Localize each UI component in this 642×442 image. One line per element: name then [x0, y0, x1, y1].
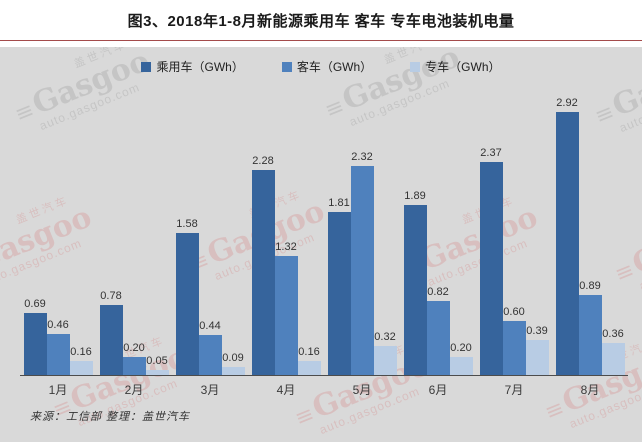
bar-group-1月: 0.69 0.46 0.16: [20, 87, 96, 375]
bar-series2-2月: 0.20: [122, 342, 146, 375]
source-note: 来源：工信部 整理：盖世汽车: [30, 411, 191, 423]
axis-label-2月: 2月: [124, 383, 144, 397]
page-title: 图3、2018年1-8月新能源乘用车 客车 专车电池装机电量: [127, 12, 515, 30]
month-axis: 1月 2月 3月 4月 5月 6月 7月 8月: [20, 381, 628, 398]
bar-series3-8月: 0.36: [601, 328, 625, 375]
bar-value-label: 1.32: [275, 241, 297, 253]
bar-series3-3月: 0.09: [221, 352, 245, 375]
bar-group-6月: 1.89 0.82 0.20: [400, 87, 476, 375]
bar-series1-8月: 2.92: [555, 97, 579, 375]
bar-value-label: 0.16: [298, 346, 320, 358]
bar-series3-5月: 0.32: [373, 331, 397, 375]
bar-series2-5月: 2.32: [350, 151, 374, 375]
bar-group-4月: 2.28 1.32 0.16: [248, 87, 324, 375]
bar-value-label: 2.32: [351, 151, 373, 163]
bar-series1-1月: 0.69: [23, 298, 47, 375]
bar-value-label: 0.60: [503, 306, 525, 318]
bar-group-2月: 0.78 0.20 0.05: [96, 87, 172, 375]
bar-series3-4月: 0.16: [297, 346, 321, 375]
bar-value-label: 0.32: [374, 331, 396, 343]
bar-value-label: 0.36: [602, 328, 624, 340]
bar-value-label: 2.37: [480, 147, 502, 159]
legend-item-1: 乘用车（GWh）: [141, 58, 244, 75]
bar-value-label: 2.92: [556, 97, 578, 109]
axis-label-1月: 1月: [48, 383, 68, 397]
bar-series1-7月: 2.37: [479, 147, 503, 375]
bar-value-label: 0.82: [427, 286, 449, 298]
bar-value-label: 0.16: [70, 346, 92, 358]
bar-value-label: 0.05: [146, 355, 168, 367]
chart-title-bar: 图3、2018年1-8月新能源乘用车 客车 专车电池装机电量: [0, 0, 642, 41]
bar-value-label: 1.58: [176, 218, 198, 230]
bar-value-label: 0.44: [199, 320, 221, 332]
bar-value-label: 0.20: [123, 342, 145, 354]
legend-label: 乘用车（GWh）: [156, 60, 244, 74]
bar-series2-8月: 0.89: [578, 280, 602, 375]
bar-value-label: 0.89: [579, 280, 601, 292]
legend-label: 客车（GWh）: [296, 60, 373, 74]
bar-series1-5月: 1.81: [327, 197, 351, 375]
plot-area: 0.69 0.46 0.16 0.78 0.20 0.05 1.58 0.44 0.09 2.28…: [20, 87, 628, 376]
bar-value-label: 0.69: [24, 298, 46, 310]
bar-series3-7月: 0.39: [525, 325, 549, 375]
bar-value-label: 0.46: [47, 319, 69, 331]
bar-group-5月: 1.81 2.32 0.32: [324, 87, 400, 375]
bar-series3-1月: 0.16: [69, 346, 93, 375]
bar-value-label: 2.28: [252, 155, 274, 167]
legend-swatch-icon: [141, 61, 152, 72]
bar-series2-7月: 0.60: [502, 306, 526, 375]
bar-value-label: 0.39: [526, 325, 548, 337]
chart-legend: 乘用车（GWh） 客车（GWh） 专车（GWh）: [0, 58, 642, 75]
legend-item-3: 专车（GWh）: [410, 58, 501, 75]
bar-value-label: 0.20: [450, 342, 472, 354]
bar-series3-2月: 0.05: [145, 355, 169, 375]
watermark-url: auto.gasgoo.com: [75, 375, 180, 430]
axis-label-8月: 8月: [580, 383, 600, 397]
axis-label-7月: 7月: [504, 383, 524, 397]
axis-label-5月: 5月: [352, 383, 372, 397]
bar-group-8月: 2.92 0.89 0.36: [552, 87, 628, 375]
legend-swatch-icon: [410, 61, 421, 72]
legend-item-2: 客车（GWh）: [281, 58, 373, 75]
legend-swatch-icon: [281, 61, 292, 72]
bar-series1-6月: 1.89: [403, 190, 427, 375]
bar-value-label: 0.78: [100, 290, 122, 302]
bar-series2-4月: 1.32: [274, 241, 298, 375]
gasgoo-logo-icon: ≡: [541, 395, 568, 426]
bar-value-label: 1.89: [404, 190, 426, 202]
axis-label-3月: 3月: [200, 383, 220, 397]
bar-series2-3月: 0.44: [198, 320, 222, 375]
chart-region: 盖世汽车 ≡Gasgoo auto.gasgoo.com 盖世汽车 ≡Gasgoo aut…: [0, 47, 642, 442]
bar-series1-4月: 2.28: [251, 155, 275, 375]
bar-series2-6月: 0.82: [426, 286, 450, 375]
bar-value-label: 1.81: [328, 197, 350, 209]
axis-label-4月: 4月: [276, 383, 296, 397]
bar-group-3月: 1.58 0.44 0.09: [172, 87, 248, 375]
bar-series2-1月: 0.46: [46, 319, 70, 375]
bar-series1-3月: 1.58: [175, 218, 199, 375]
axis-label-6月: 6月: [428, 383, 448, 397]
bar-group-7月: 2.37 0.60 0.39: [476, 87, 552, 375]
bar-value-label: 0.09: [222, 352, 244, 364]
bar-series1-2月: 0.78: [99, 290, 123, 375]
gasgoo-logo-icon: ≡: [291, 401, 318, 432]
bar-series3-6月: 0.20: [449, 342, 473, 375]
legend-label: 专车（GWh）: [425, 60, 501, 74]
